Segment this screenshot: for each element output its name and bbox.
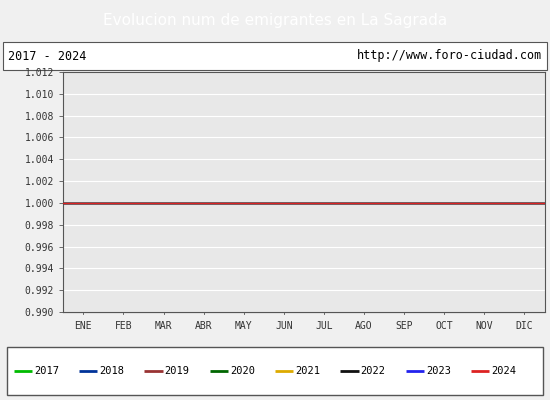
Text: DIC: DIC: [516, 321, 534, 331]
Text: ENE: ENE: [74, 321, 92, 331]
Text: NOV: NOV: [476, 321, 493, 331]
Text: JUL: JUL: [315, 321, 333, 331]
Text: FEB: FEB: [114, 321, 132, 331]
Text: 2017 - 2024: 2017 - 2024: [8, 50, 87, 62]
Text: 2021: 2021: [295, 366, 320, 376]
Text: ABR: ABR: [195, 321, 212, 331]
Text: OCT: OCT: [436, 321, 453, 331]
Text: SEP: SEP: [395, 321, 413, 331]
FancyBboxPatch shape: [7, 347, 543, 395]
Text: MAY: MAY: [235, 321, 252, 331]
Text: JUN: JUN: [275, 321, 293, 331]
Text: 2019: 2019: [164, 366, 190, 376]
Text: http://www.foro-ciudad.com: http://www.foro-ciudad.com: [356, 50, 542, 62]
FancyBboxPatch shape: [3, 42, 547, 70]
Text: AGO: AGO: [355, 321, 373, 331]
Text: 2018: 2018: [99, 366, 124, 376]
Text: Evolucion num de emigrantes en La Sagrada: Evolucion num de emigrantes en La Sagrad…: [103, 12, 447, 28]
Text: 2024: 2024: [491, 366, 516, 376]
Text: 2022: 2022: [361, 366, 386, 376]
Text: 2017: 2017: [34, 366, 59, 376]
Text: MAR: MAR: [155, 321, 172, 331]
Text: 2020: 2020: [230, 366, 255, 376]
Text: 2023: 2023: [426, 366, 451, 376]
